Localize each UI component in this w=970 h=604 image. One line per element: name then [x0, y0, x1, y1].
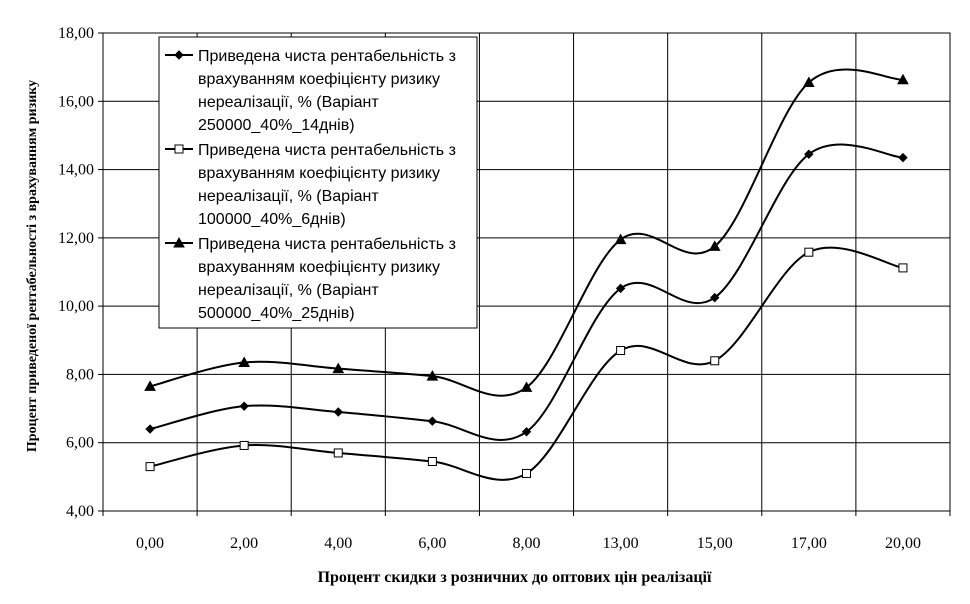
data-point [520, 381, 533, 392]
legend-label: Приведена чиста рентабельність з [198, 48, 456, 65]
series-line [149, 143, 904, 441]
plot-frame [102, 32, 951, 512]
legend-marker [174, 50, 184, 60]
data-point [710, 292, 720, 303]
data-point [615, 283, 626, 294]
data-point [710, 356, 720, 366]
x-tick-label: 17,00 [791, 535, 827, 552]
data-point [897, 73, 909, 85]
y-tick-label: 12,00 [58, 230, 94, 247]
data-point [522, 468, 531, 478]
series-1 [145, 143, 908, 441]
data-point [898, 263, 908, 273]
legend-label: 500000_40%_25днів) [198, 305, 355, 322]
data-point [238, 356, 251, 367]
legend-label: 100000_40%_6днів) [198, 211, 346, 228]
y-tick-label: 16,00 [58, 93, 94, 110]
data-point [144, 380, 156, 391]
legend-entry-3: Приведена чиста рентабельність з врахуван… [165, 236, 456, 322]
data-point [239, 401, 249, 411]
data-point [521, 427, 532, 437]
x-tick-label: 13,00 [603, 535, 639, 552]
data-point [708, 240, 721, 251]
y-tick-label: 8,00 [66, 366, 94, 383]
data-point [614, 233, 627, 245]
x-tick-label: 20,00 [885, 535, 921, 552]
data-point [427, 416, 438, 426]
legend-label: нереалізації, % (Варіант [198, 282, 379, 299]
data-point [898, 152, 908, 163]
legend-label: врахуванням коефіцієнту ризику [198, 259, 440, 276]
data-point [427, 456, 437, 466]
x-tick-label: 8,00 [513, 535, 541, 552]
y-tick-label: 4,00 [66, 503, 94, 520]
data-point [802, 76, 815, 88]
x-tick-label: 6,00 [418, 535, 446, 552]
y-tick-labels: 4,00 6,00 8,00 10,00 12,00 14,00 16,00 18,00 [58, 25, 103, 520]
y-tick-label: 14,00 [58, 162, 94, 179]
series-lines [144, 68, 909, 481]
data-point [333, 407, 343, 417]
x-tick-label: 2,00 [230, 535, 258, 552]
legend-label: врахуванням коефіцієнту ризику [198, 165, 440, 182]
x-tick-label: 4,00 [324, 535, 352, 552]
legend-label: Приведена чиста рентабельність з [198, 236, 456, 253]
series-line [149, 68, 903, 397]
data-point [616, 346, 626, 356]
legend-label: нереалізації, % (Варіант [198, 188, 379, 205]
x-axis-title: Процент скидки з розничних до оптових ці… [318, 569, 712, 586]
legend-box [158, 36, 478, 329]
legend-label: врахуванням коефіцієнту ризику [198, 71, 440, 88]
data-point [426, 370, 439, 381]
series-2 [145, 246, 908, 481]
data-point [239, 440, 249, 450]
data-point [332, 362, 345, 374]
legend-label: 250000_40%_14днів) [198, 117, 355, 134]
data-point [333, 448, 343, 458]
data-point [145, 424, 155, 434]
legend-marker [174, 144, 184, 154]
y-axis-title: Процент приведеної рентабельності з врах… [25, 80, 40, 452]
legend-entry-1: Приведена чиста рентабельність з врахуван… [165, 48, 456, 134]
y-tick-label: 6,00 [66, 435, 94, 452]
data-point [804, 149, 814, 159]
legend-marker [173, 236, 185, 248]
legend-label: нереалізації, % (Варіант [198, 94, 379, 111]
legend-label: Приведена чиста рентабельність з [198, 142, 456, 159]
y-tick-label: 18,00 [58, 25, 94, 42]
x-tick-labels: 0,00 2,00 4,00 6,00 8,00 13,00 15,00 17,00 20,00 [102, 511, 951, 552]
x-tick-label: 0,00 [136, 535, 164, 552]
series-3 [144, 68, 909, 397]
x-tick-label: 15,00 [697, 535, 733, 552]
data-point [804, 247, 814, 257]
data-point [145, 462, 155, 472]
legend: Приведена чиста рентабельність з врахуван… [158, 36, 478, 329]
legend-entry-2: Приведена чиста рентабельність з врахуван… [165, 142, 456, 228]
y-tick-label: 10,00 [58, 298, 94, 315]
series-line [149, 246, 904, 481]
